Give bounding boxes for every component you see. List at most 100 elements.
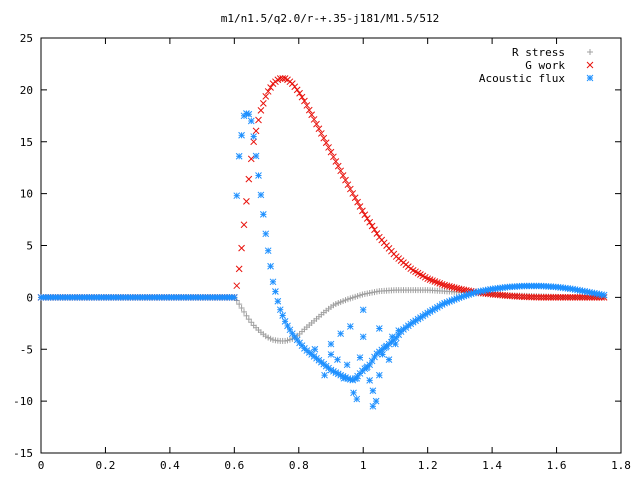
y-tick-label: -5 [20,343,33,356]
series-3-point [395,327,403,334]
series-2-point [330,367,337,375]
series-2-point [230,294,238,301]
y-tick-label: 0 [26,291,33,304]
series-1-point [339,172,347,179]
series-2-point [257,191,265,199]
x-tick-label: 1 [360,459,367,472]
series-1-point [562,294,569,301]
series-2-point [600,291,608,299]
series-1-point [566,294,574,301]
series-1-point [264,88,272,95]
y-tick-label: -15 [13,447,33,460]
series-1-point [250,138,258,146]
series-1-point [342,176,349,184]
series-2-point [245,110,253,118]
series-3-point [321,371,328,379]
y-tick-label: -10 [13,395,33,408]
series-3-point [359,333,367,341]
series-0-point [241,308,247,315]
series-1-point [245,175,253,183]
x-tick-label: 0 [38,459,45,472]
series-1-point [255,116,262,124]
series-2-point [272,288,279,295]
series-1-point [337,167,345,175]
x-tick-label: 0.8 [289,459,309,472]
series-2-point [279,312,287,319]
series-1-point [301,97,308,105]
series-1-point [361,211,369,219]
series-2-point [255,172,262,179]
series-1-point [545,294,552,301]
series-2-point [281,318,289,325]
series-0-point [236,301,243,308]
series-1-point [325,144,332,151]
series-1-point [571,294,579,301]
x-tick-label: 0.6 [224,459,244,472]
series-0-point [245,316,252,323]
series-1-point [344,181,352,189]
series-1-point [359,207,366,215]
series-1-point [238,244,245,252]
series-1-point [354,198,361,206]
series-1-point [332,158,340,165]
series-2-point [252,152,260,160]
series-2-point [233,192,241,200]
series-1-point [557,294,564,301]
plot-frame [40,37,622,454]
series-1-point [351,194,359,202]
series-1-point [450,284,458,291]
series-3-point [372,397,380,405]
series-3-point [375,325,383,332]
series-1-point [310,116,318,123]
y-tick-label: 10 [20,188,33,201]
series-1-point [441,281,448,289]
series-3-point [366,377,374,384]
series-1-point [276,75,284,82]
series-1-point [303,102,311,109]
series-1-point [330,153,337,161]
series-1-point [356,203,364,210]
series-2-point [238,131,245,139]
series-1-point [537,294,545,301]
series-1-point [535,293,543,301]
series-1-point [267,84,274,91]
y-tick-label: 15 [20,136,33,149]
series-3-point [327,351,335,358]
series-3-point [340,374,348,382]
legend-marker [586,74,594,82]
series-1-point [443,282,451,290]
series-1-point [252,127,260,135]
series-1-point [569,294,577,301]
series-3-point [337,330,345,338]
series-2-point [262,230,270,238]
series-1-point [240,221,248,229]
series-1-point [305,106,313,114]
series-1-point [363,215,371,222]
series-1-point [368,222,376,230]
series-1-point [574,294,581,301]
x-tick-label: 1.2 [418,459,438,472]
legend-label: Acoustic flux [479,72,565,85]
legend-label: G work [525,59,565,72]
series-1-point [262,93,270,100]
series-1-point [446,283,453,290]
series-1-point [296,89,303,97]
series-3-point [379,351,386,358]
series-1-point [279,75,287,82]
series-1-point [559,294,567,301]
series-1-point [259,100,267,107]
series-1-point [373,230,381,237]
series-1-point [540,294,548,301]
series-1-point [448,283,456,291]
series-3-point [369,387,377,395]
series-0-point [243,312,250,319]
series-0-point [238,305,245,312]
series-1-point [257,107,265,114]
series-1-point [547,294,555,301]
series-1-point [366,218,374,226]
series-3-point [359,306,367,314]
series-1-point [554,294,562,301]
series-1-point [542,294,550,301]
series-2-point [269,278,277,286]
